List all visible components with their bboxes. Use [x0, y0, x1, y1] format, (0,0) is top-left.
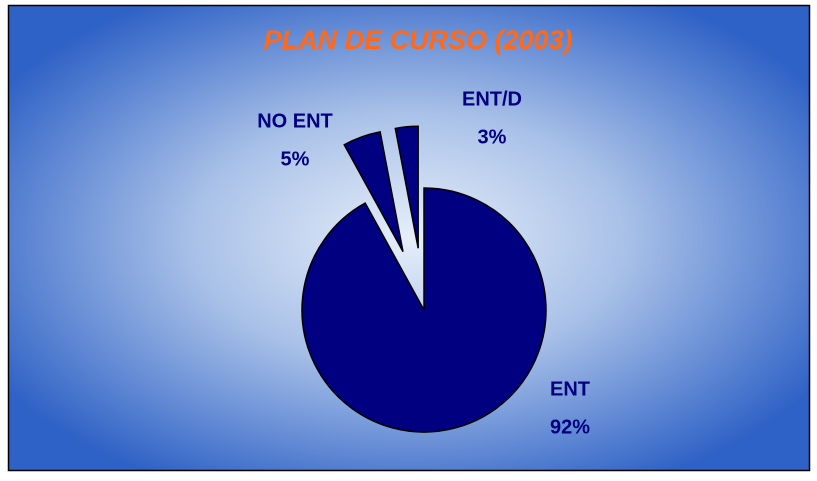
slice-label: ENT	[550, 378, 590, 400]
slice-value-label: 3%	[478, 126, 507, 148]
slice-label: NO ENT	[257, 110, 333, 132]
pie-slice	[394, 125, 419, 249]
slice-value-label: 5%	[281, 148, 310, 170]
chart-title: PLAN DE CURSO (2003)	[263, 25, 572, 55]
slice-label: ENT/D	[462, 88, 522, 110]
pie-slice	[301, 187, 547, 433]
slice-value-label: 92%	[550, 416, 590, 438]
pie-slice	[343, 130, 404, 253]
